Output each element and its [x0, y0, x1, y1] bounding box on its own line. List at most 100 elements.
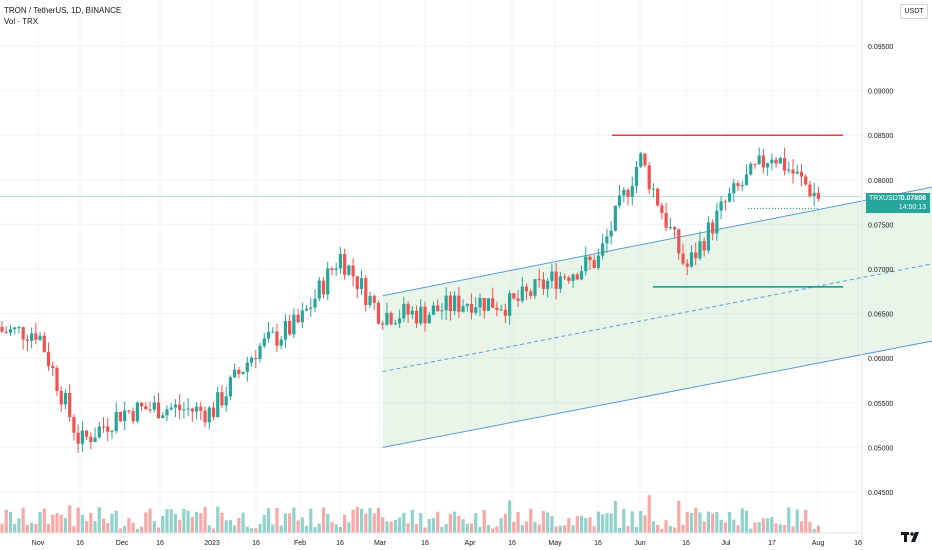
volume-bar	[224, 520, 228, 533]
volume-bar	[93, 521, 97, 533]
volume-bar	[46, 523, 51, 533]
candle-body	[8, 329, 13, 333]
time-tick-label: Nov	[32, 540, 45, 547]
volume-bar	[186, 510, 190, 533]
time-tick-label: 16	[156, 540, 164, 547]
candle-body	[321, 280, 326, 295]
tradingview-logo-icon[interactable]	[900, 530, 924, 544]
candle-body	[668, 227, 672, 229]
candle-body	[25, 339, 29, 341]
volume-bar	[478, 526, 482, 533]
candle-body	[414, 310, 419, 324]
volume-bar	[727, 511, 732, 533]
volume-bar	[660, 528, 664, 533]
time-tick-label: Jul	[722, 540, 731, 547]
candle-body	[541, 279, 546, 289]
candle-body	[766, 163, 770, 168]
channel-upper-line[interactable]	[382, 86, 932, 297]
candle-body	[753, 163, 757, 165]
volume-bar	[385, 521, 389, 533]
candle-body	[80, 430, 84, 444]
candle-body	[55, 368, 59, 391]
time-tick-label: 16	[252, 540, 260, 547]
volume-bar	[732, 519, 736, 533]
time-tick-label: 16	[336, 540, 344, 547]
candle-body	[114, 412, 118, 432]
candle-body	[359, 278, 364, 290]
volume-bar	[309, 508, 313, 533]
candle-body	[727, 193, 732, 202]
candle-body	[262, 338, 266, 346]
candle-body	[258, 345, 262, 359]
volume-bar	[495, 526, 499, 533]
volume-bar	[622, 508, 626, 533]
candle-body	[173, 404, 178, 408]
volume-bar	[144, 512, 148, 533]
candle-body	[72, 417, 76, 433]
candle-body	[601, 243, 605, 256]
volume-bar	[118, 528, 123, 533]
volume-bar	[465, 523, 469, 533]
price-axis[interactable]: 0.04500 0.05000 0.05500 0.06000 0.06500 0.070…	[868, 44, 893, 497]
volume-bar	[617, 527, 622, 533]
time-tick-label: Feb	[294, 540, 306, 547]
candle-body	[326, 268, 330, 295]
candle-body	[715, 210, 719, 234]
volume-bar	[135, 528, 139, 533]
candle-body	[478, 297, 482, 308]
time-tick-label: 16	[854, 540, 862, 547]
candle-body	[402, 303, 406, 319]
candle-body	[68, 392, 72, 418]
volume-bar	[402, 512, 406, 533]
time-tick-label: 2023	[204, 540, 220, 547]
candle-body	[516, 298, 520, 301]
price-tick-label: 0.04500	[868, 490, 893, 497]
candle-body	[787, 169, 791, 171]
volume-bar	[457, 516, 461, 533]
currency-button[interactable]: USDT	[900, 4, 928, 19]
candle-body	[224, 396, 228, 406]
candle-body	[46, 351, 51, 366]
volume-bar	[355, 507, 359, 533]
volume-bar	[393, 519, 397, 533]
volume-bar	[592, 526, 596, 533]
candle-body	[292, 314, 296, 335]
volume-bar	[503, 513, 507, 533]
candle-body	[393, 323, 397, 325]
price-tick-label: 0.05000	[868, 445, 893, 452]
volume-bar	[59, 514, 63, 533]
candle-body	[613, 205, 617, 231]
candle-body	[461, 306, 465, 312]
candle-body	[283, 320, 288, 340]
volume-bar	[343, 514, 347, 533]
candle-body	[406, 303, 410, 315]
volume-bar	[207, 525, 211, 533]
volume-bar	[63, 518, 68, 533]
candle-body	[211, 407, 216, 418]
candle-body	[156, 402, 161, 418]
candle-body	[592, 260, 596, 268]
candle-body	[123, 410, 127, 422]
last-price-label: TRXUSDT 0.07808 14:50:13	[866, 193, 930, 213]
candle-body	[296, 314, 300, 323]
volume-bar	[34, 523, 38, 533]
candle-body	[106, 426, 110, 432]
volume-bar	[76, 507, 80, 533]
volume-bar	[575, 516, 579, 533]
candle-body	[431, 305, 436, 315]
channel-mid-line[interactable]	[382, 164, 932, 373]
time-axis[interactable]: Nov 16 Dec 16 2023 16 Feb 16 Mar 16 Apr 16 May 16 Jun 1…	[32, 540, 862, 547]
volume-bar	[334, 524, 338, 533]
candle-body	[266, 332, 271, 339]
symbol-title: TRON / TetherUS, 1D, BINANCE	[4, 6, 122, 15]
volume-bar	[440, 527, 444, 533]
candle-body	[698, 241, 702, 259]
volume-bar	[651, 521, 656, 533]
channel-lower-line[interactable]	[382, 242, 932, 448]
candle-body	[486, 298, 491, 311]
candle-body	[503, 309, 507, 316]
time-tick-label: Apr	[465, 540, 477, 547]
volume-bar	[258, 523, 262, 533]
candle-body	[110, 431, 114, 433]
